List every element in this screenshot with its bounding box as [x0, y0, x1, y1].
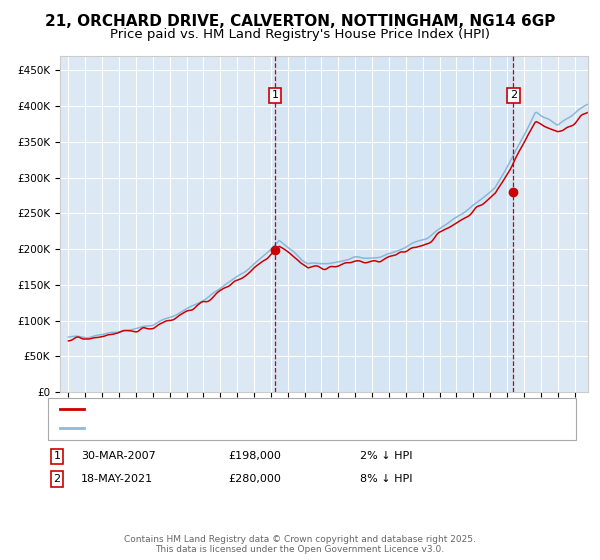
Text: £280,000: £280,000 — [228, 474, 281, 484]
Text: 21, ORCHARD DRIVE, CALVERTON, NOTTINGHAM, NG14 6GP: 21, ORCHARD DRIVE, CALVERTON, NOTTINGHAM… — [45, 14, 555, 29]
Bar — [275, 56, 514, 392]
Text: 30-MAR-2007: 30-MAR-2007 — [81, 451, 156, 461]
Text: 18-MAY-2021: 18-MAY-2021 — [81, 474, 153, 484]
Text: Contains HM Land Registry data © Crown copyright and database right 2025.
This d: Contains HM Land Registry data © Crown c… — [124, 535, 476, 554]
Text: Price paid vs. HM Land Registry's House Price Index (HPI): Price paid vs. HM Land Registry's House … — [110, 28, 490, 41]
Text: 1: 1 — [53, 451, 61, 461]
Text: 21, ORCHARD DRIVE, CALVERTON, NOTTINGHAM, NG14 6GP (detached house): 21, ORCHARD DRIVE, CALVERTON, NOTTINGHAM… — [90, 404, 527, 414]
Text: 1: 1 — [272, 90, 278, 100]
Text: 2% ↓ HPI: 2% ↓ HPI — [360, 451, 413, 461]
Text: 2: 2 — [510, 90, 517, 100]
Text: £198,000: £198,000 — [228, 451, 281, 461]
Text: 2: 2 — [53, 474, 61, 484]
Text: 8% ↓ HPI: 8% ↓ HPI — [360, 474, 413, 484]
Text: HPI: Average price, detached house, Gedling: HPI: Average price, detached house, Gedl… — [90, 423, 340, 433]
